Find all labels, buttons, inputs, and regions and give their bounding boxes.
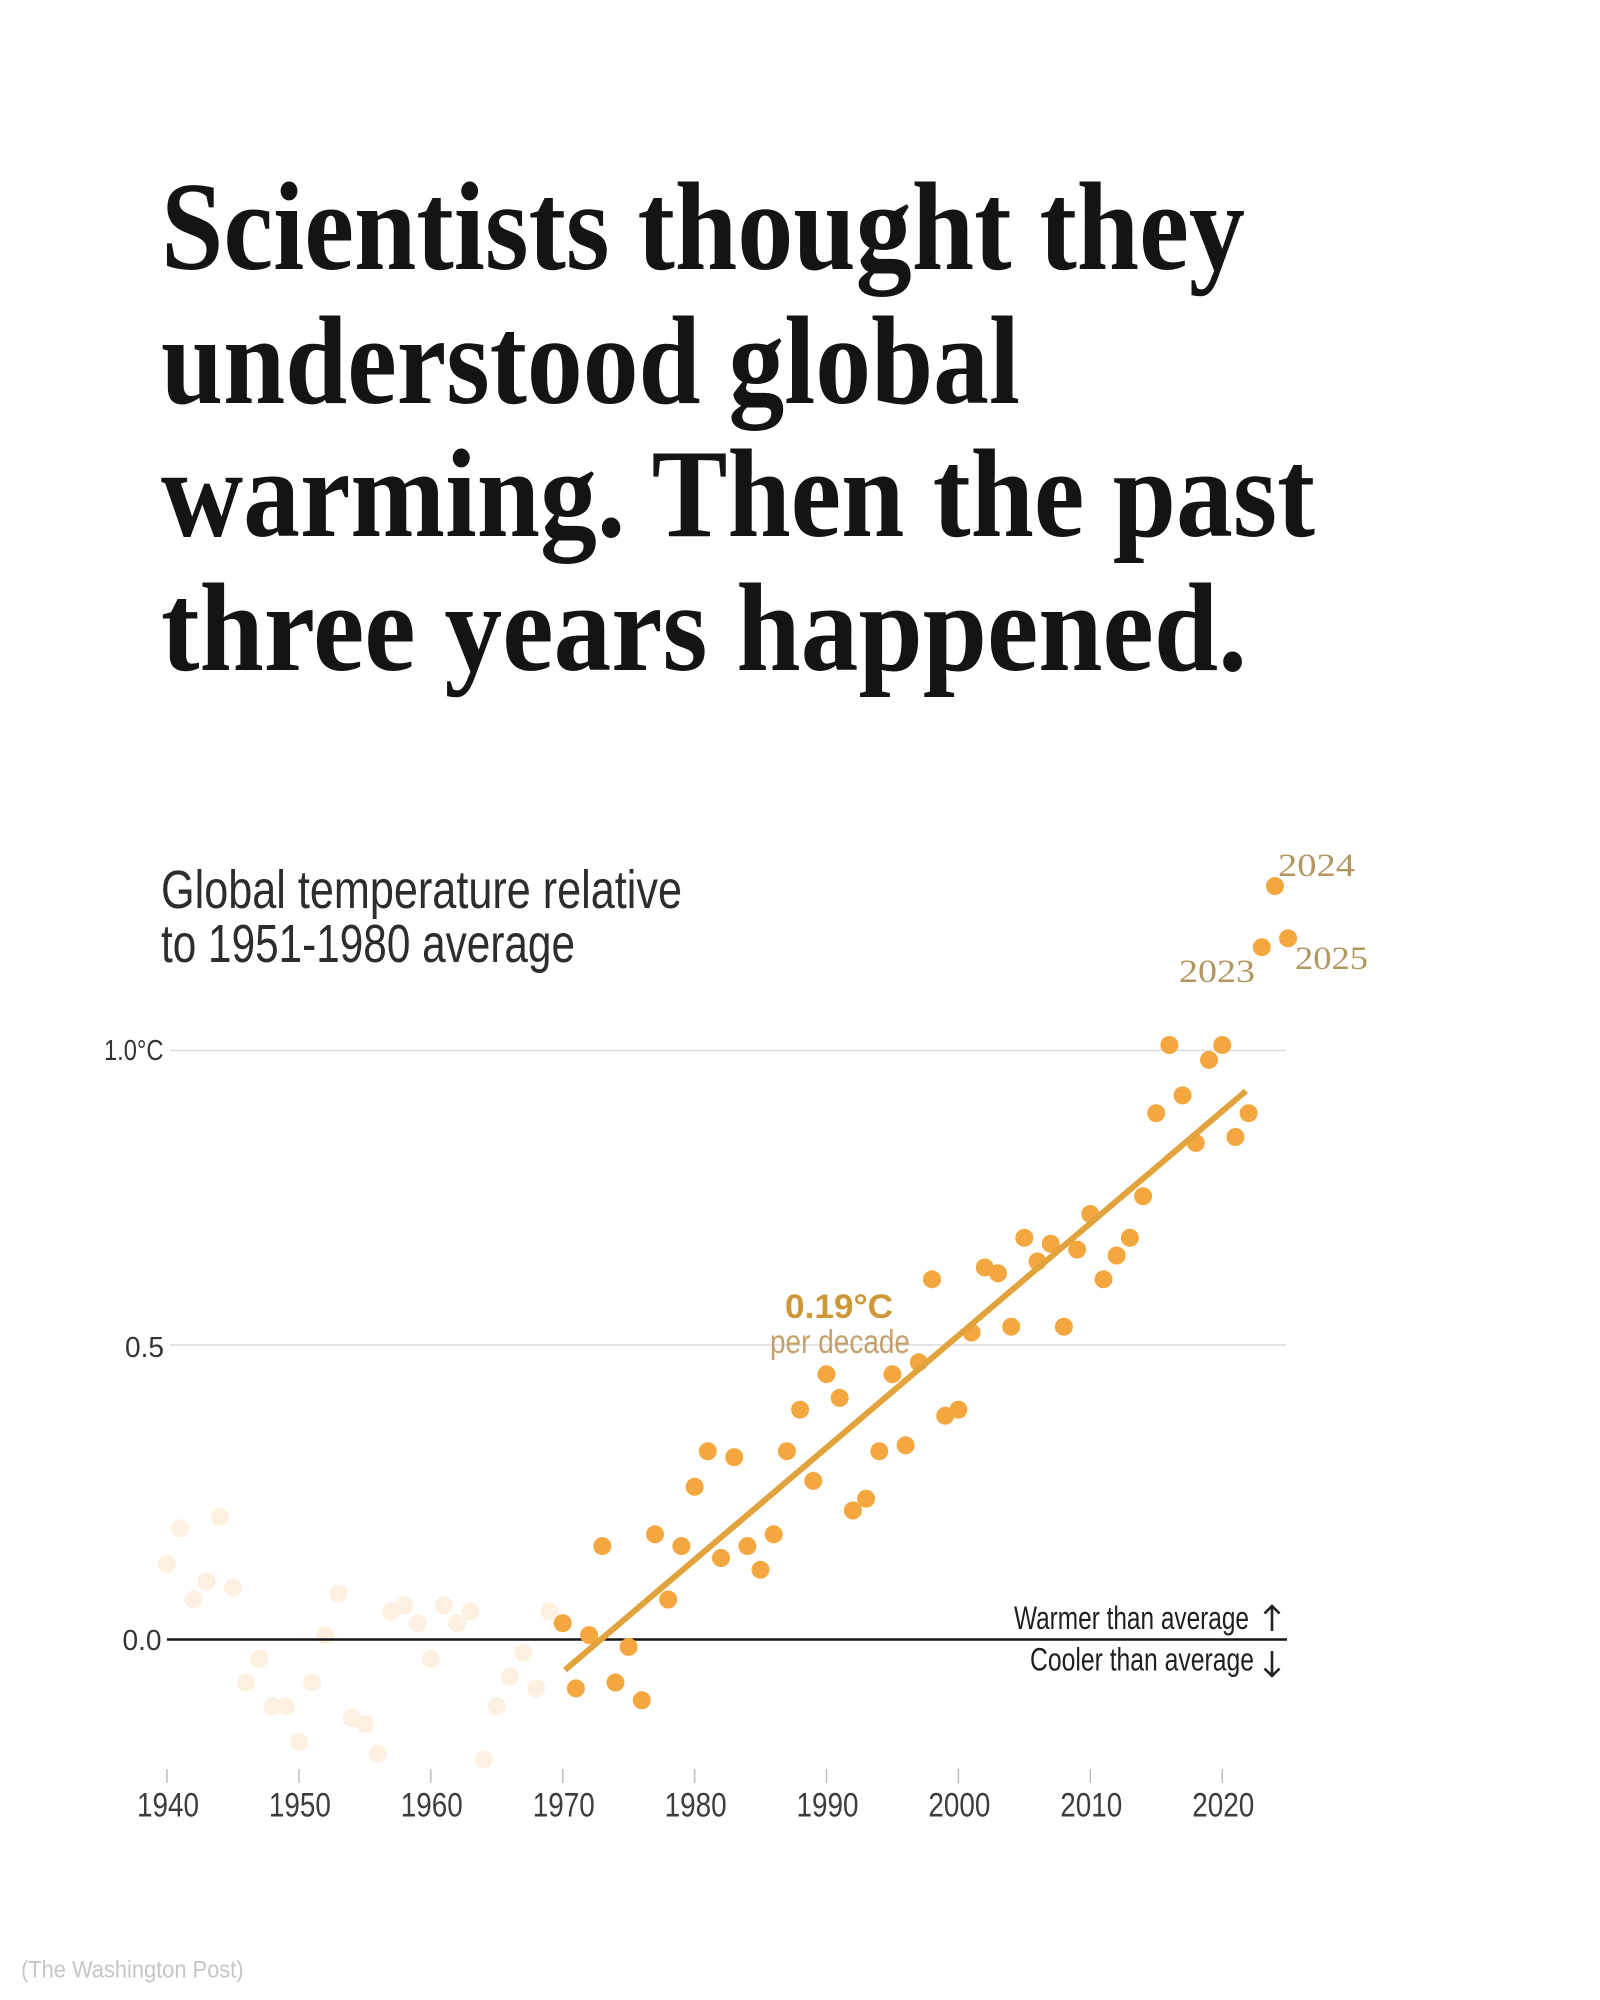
svg-text:(The Washington Post): (The Washington Post) (21, 1957, 244, 1984)
svg-text:2000: 2000 (928, 1787, 990, 1825)
svg-text:2023: 2023 (1179, 954, 1255, 990)
svg-text:0.5: 0.5 (125, 1332, 164, 1364)
svg-text:Scientists thought they: Scientists thought they (161, 158, 1245, 297)
svg-text:1.0°C: 1.0°C (104, 1035, 164, 1067)
svg-text:1990: 1990 (797, 1787, 859, 1825)
svg-text:Global temperature relative: Global temperature relative (161, 860, 682, 920)
svg-text:2025: 2025 (1295, 941, 1368, 977)
svg-text:1960: 1960 (401, 1787, 463, 1825)
svg-text:Cooler than average: Cooler than average (1030, 1642, 1254, 1678)
svg-text:1980: 1980 (665, 1787, 727, 1825)
svg-text:2024: 2024 (1278, 848, 1355, 884)
svg-text:Warmer than average: Warmer than average (1014, 1600, 1249, 1636)
svg-text:2010: 2010 (1060, 1787, 1122, 1825)
svg-text:warming. Then the past: warming. Then the past (161, 425, 1315, 564)
svg-text:1970: 1970 (533, 1787, 595, 1825)
svg-text:understood global: understood global (161, 292, 1020, 431)
svg-text:1950: 1950 (269, 1787, 331, 1825)
svg-text:0.0: 0.0 (123, 1625, 162, 1657)
svg-text:per decade: per decade (770, 1323, 910, 1360)
svg-text:to 1951-1980 average: to 1951-1980 average (161, 914, 575, 974)
svg-text:three years happened.: three years happened. (161, 559, 1247, 698)
svg-text:0.19°C: 0.19°C (785, 1288, 893, 1326)
svg-text:1940: 1940 (137, 1787, 199, 1825)
svg-text:2020: 2020 (1192, 1787, 1254, 1825)
